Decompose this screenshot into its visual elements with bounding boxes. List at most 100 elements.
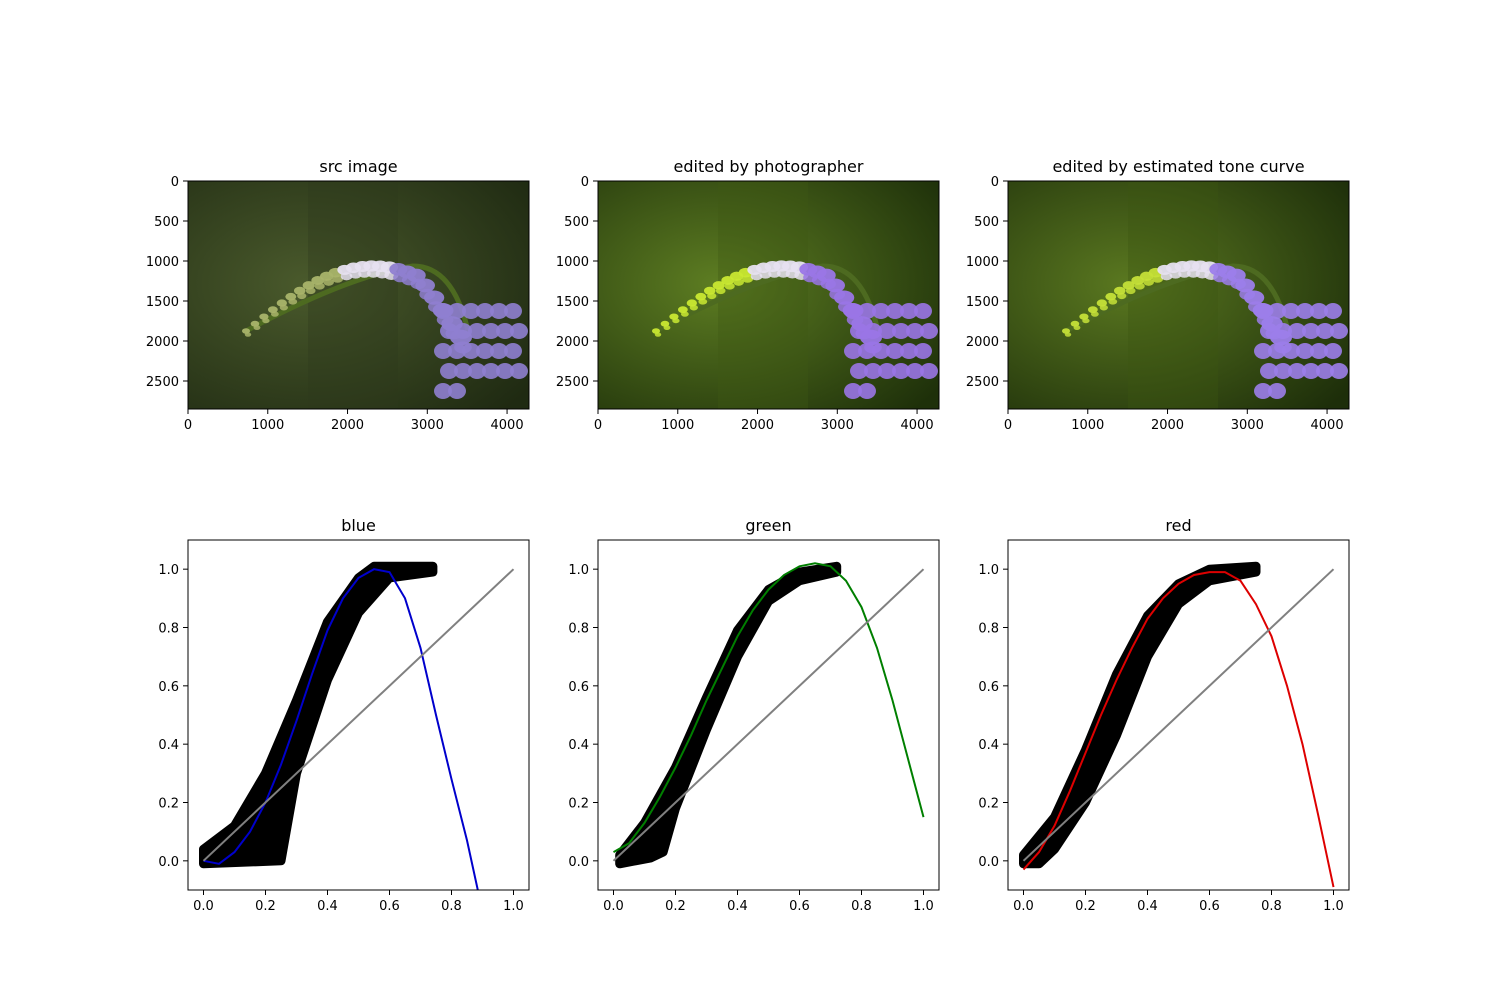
image-title: src image [319, 157, 397, 176]
y-tick-label: 1000 [556, 255, 589, 270]
y-tick-label: 0 [991, 175, 999, 190]
bud [816, 268, 836, 283]
petal [490, 303, 508, 319]
bud [1073, 325, 1081, 331]
bud [1088, 306, 1098, 314]
bud [663, 325, 671, 331]
petal [1296, 343, 1314, 359]
y-tick-label: 0.2 [158, 797, 179, 812]
chart-title: green [745, 516, 791, 535]
y-tick-label: 0.2 [568, 797, 589, 812]
petal [1282, 303, 1300, 319]
x-tick-label: 0.0 [193, 899, 214, 914]
petal [504, 343, 522, 359]
petal [900, 303, 918, 319]
petal [1330, 363, 1348, 379]
bud [415, 278, 435, 293]
y-tick-label: 0.8 [568, 622, 589, 637]
petal [448, 383, 466, 399]
petal [844, 303, 862, 319]
petal [878, 363, 896, 379]
bud [654, 332, 662, 337]
petal [434, 303, 452, 319]
image-panel-1: edited by photographer 0 1000 2000 3000 4000 0… [556, 157, 940, 433]
y-tick-label: 0.6 [158, 680, 179, 695]
bud [1226, 268, 1246, 283]
plot-area [1019, 561, 1335, 888]
petal [1288, 323, 1306, 339]
flower-cluster [1254, 303, 1348, 399]
x-tick-label: 0.0 [603, 899, 624, 914]
scatter-points [199, 561, 438, 869]
bud [686, 299, 697, 307]
identity-line [202, 568, 515, 862]
image-axes-frame [1007, 180, 1350, 410]
bud [1064, 332, 1072, 337]
petal [1254, 303, 1272, 319]
y-tick-label: 1.0 [568, 563, 589, 578]
petal [496, 323, 514, 339]
bud [1134, 282, 1145, 290]
petal [850, 323, 868, 339]
petal [920, 363, 938, 379]
petal [434, 343, 452, 359]
y-tick-label: 500 [154, 215, 179, 230]
x-tick-label: 1.0 [1323, 899, 1344, 914]
bud [302, 281, 315, 290]
bud [268, 306, 278, 314]
bud [1117, 292, 1127, 300]
petal [462, 303, 480, 319]
petal [858, 343, 876, 359]
x-tick-label: 1000 [251, 418, 284, 433]
petal [1302, 323, 1320, 339]
y-tick-label: 1500 [556, 295, 589, 310]
bud [1070, 320, 1080, 327]
x-tick-label: 3000 [1231, 418, 1264, 433]
image-title: edited by photographer [674, 157, 864, 176]
x-tick-label: 0.8 [1261, 899, 1282, 914]
bud [680, 311, 689, 317]
petal [1268, 343, 1286, 359]
bud [294, 286, 306, 295]
petal [858, 303, 876, 319]
bud [305, 287, 316, 295]
identity-line [612, 568, 925, 862]
petal [504, 303, 522, 319]
bud [340, 272, 353, 281]
x-tick-label: 0.0 [1013, 899, 1034, 914]
petal [1254, 343, 1272, 359]
bud [742, 275, 754, 283]
bud [1096, 299, 1108, 307]
petal [858, 383, 876, 399]
y-tick-label: 2500 [966, 375, 999, 390]
y-tick-label: 0.0 [158, 855, 179, 870]
y-tick-label: 0.4 [978, 738, 999, 753]
y-tick-label: 2000 [556, 335, 589, 350]
petal [482, 363, 500, 379]
petal [892, 323, 910, 339]
y-tick-label: 500 [974, 215, 999, 230]
x-tick-label: 0.2 [665, 899, 686, 914]
y-tick-label: 0.0 [568, 855, 589, 870]
x-tick-label: 0.6 [789, 899, 810, 914]
x-tick-label: 0.6 [1199, 899, 1220, 914]
bud [1178, 269, 1191, 278]
bud [1244, 290, 1265, 305]
petal [878, 323, 896, 339]
tone-curve-line [1022, 571, 1335, 888]
petal [1282, 343, 1300, 359]
bud [660, 320, 670, 327]
bud [1122, 281, 1135, 290]
scatter-points [615, 561, 842, 869]
bud [314, 282, 325, 290]
petal [454, 323, 472, 339]
x-tick-label: 2000 [1151, 418, 1184, 433]
flower-buds [652, 260, 882, 354]
bud [834, 290, 855, 305]
petal [920, 323, 938, 339]
petal [1274, 363, 1292, 379]
y-tick-label: 1000 [146, 255, 179, 270]
bud [279, 304, 288, 311]
flower-cluster [844, 303, 938, 399]
bud [270, 311, 279, 317]
